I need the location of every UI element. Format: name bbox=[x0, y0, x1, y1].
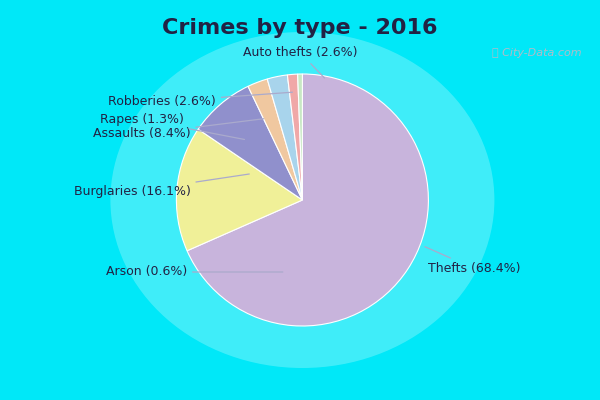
Wedge shape bbox=[248, 79, 302, 200]
Wedge shape bbox=[267, 75, 302, 200]
Text: ⓘ City-Data.com: ⓘ City-Data.com bbox=[493, 48, 582, 58]
Text: Burglaries (16.1%): Burglaries (16.1%) bbox=[74, 174, 249, 198]
Text: Rapes (1.3%): Rapes (1.3%) bbox=[100, 113, 244, 140]
Ellipse shape bbox=[110, 32, 494, 368]
Wedge shape bbox=[298, 74, 302, 200]
Wedge shape bbox=[176, 129, 302, 251]
Wedge shape bbox=[187, 74, 428, 326]
Text: Robberies (2.6%): Robberies (2.6%) bbox=[108, 92, 292, 108]
Wedge shape bbox=[287, 74, 302, 200]
Text: Thefts (68.4%): Thefts (68.4%) bbox=[425, 247, 520, 275]
Text: Auto thefts (2.6%): Auto thefts (2.6%) bbox=[243, 46, 357, 78]
Text: Assaults (8.4%): Assaults (8.4%) bbox=[93, 119, 263, 140]
Wedge shape bbox=[198, 86, 302, 200]
Text: Arson (0.6%): Arson (0.6%) bbox=[106, 266, 283, 278]
Text: Crimes by type - 2016: Crimes by type - 2016 bbox=[162, 18, 438, 38]
